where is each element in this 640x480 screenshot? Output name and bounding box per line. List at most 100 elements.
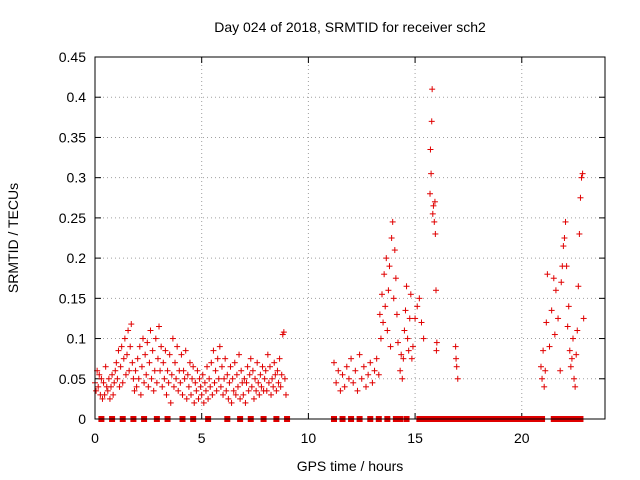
data-point [191, 399, 198, 406]
data-point [386, 263, 393, 270]
data-point [143, 371, 150, 378]
data-point [186, 359, 193, 366]
x-tick-label: 20 [514, 430, 530, 446]
data-point [271, 359, 278, 366]
data-point [412, 315, 419, 322]
data-point [161, 375, 168, 382]
data-point [256, 391, 263, 398]
data-point [149, 347, 156, 354]
data-point [153, 379, 160, 386]
data-point [165, 379, 172, 386]
data-point [354, 387, 361, 394]
data-point [214, 355, 221, 362]
data-point [453, 363, 460, 370]
data-point [108, 383, 115, 390]
data-point [405, 347, 412, 354]
data-point [540, 347, 547, 354]
data-point [255, 379, 262, 386]
data-point [248, 383, 255, 390]
data-point [137, 391, 144, 398]
data-point [418, 319, 425, 326]
data-point [192, 379, 199, 386]
data-point [106, 395, 113, 402]
data-point [565, 303, 572, 310]
data-point [168, 371, 175, 378]
data-point [393, 311, 400, 318]
data-point [222, 355, 229, 362]
data-point [221, 375, 228, 382]
data-point [244, 363, 251, 370]
data-point [240, 391, 247, 398]
x-tick-label: 10 [301, 430, 317, 446]
data-point [390, 295, 397, 302]
data-point [350, 379, 357, 386]
data-point [114, 375, 121, 382]
data-point [544, 271, 551, 278]
data-point [281, 375, 288, 382]
data-point [539, 375, 546, 382]
y-tick-label: 0.3 [67, 170, 87, 186]
data-point [109, 371, 116, 378]
data-point [113, 359, 120, 366]
data-point [269, 375, 276, 382]
data-point [365, 371, 372, 378]
data-point [429, 210, 436, 217]
data-point [433, 347, 440, 354]
data-point [551, 331, 558, 338]
data-point [558, 279, 565, 286]
data-point [381, 271, 388, 278]
data-point [268, 391, 275, 398]
data-point [241, 375, 248, 382]
data-point [249, 367, 256, 374]
data-point [431, 218, 438, 225]
data-point [227, 363, 234, 370]
data-point [377, 335, 384, 342]
data-point [572, 383, 579, 390]
data-point [178, 351, 185, 358]
data-point [566, 347, 573, 354]
data-point [224, 371, 231, 378]
data-point [428, 118, 435, 125]
data-point [183, 395, 190, 402]
data-point [432, 287, 439, 294]
data-point [197, 383, 204, 390]
data-point [98, 375, 105, 382]
data-point [250, 395, 257, 402]
data-point [430, 202, 437, 209]
chart-title: Day 024 of 2018, SRMTID for receiver sch… [214, 19, 486, 35]
data-point [160, 359, 167, 366]
data-point [237, 395, 244, 402]
y-tick-label: 0.05 [59, 371, 86, 387]
data-point [151, 367, 158, 374]
data-point [117, 363, 124, 370]
data-point [404, 335, 411, 342]
data-point [254, 359, 261, 366]
data-point [236, 351, 243, 358]
data-point [403, 283, 410, 290]
data-point [232, 391, 239, 398]
data-point [384, 327, 391, 334]
data-point [166, 351, 173, 358]
data-point [367, 359, 374, 366]
data-point [169, 335, 176, 342]
data-point [130, 375, 137, 382]
data-point [215, 375, 222, 382]
data-point [99, 395, 106, 402]
data-point [188, 391, 195, 398]
data-point [282, 391, 289, 398]
data-point [452, 343, 459, 350]
data-point [573, 351, 580, 358]
data-point [371, 367, 378, 374]
data-point [129, 359, 136, 366]
data-point [270, 383, 277, 390]
data-point [576, 230, 583, 237]
data-point [216, 343, 223, 350]
data-point [391, 247, 398, 254]
data-point [568, 355, 575, 362]
data-point [335, 367, 342, 374]
data-point [231, 359, 238, 366]
data-point [207, 383, 214, 390]
data-point [211, 379, 218, 386]
data-point [195, 395, 202, 402]
